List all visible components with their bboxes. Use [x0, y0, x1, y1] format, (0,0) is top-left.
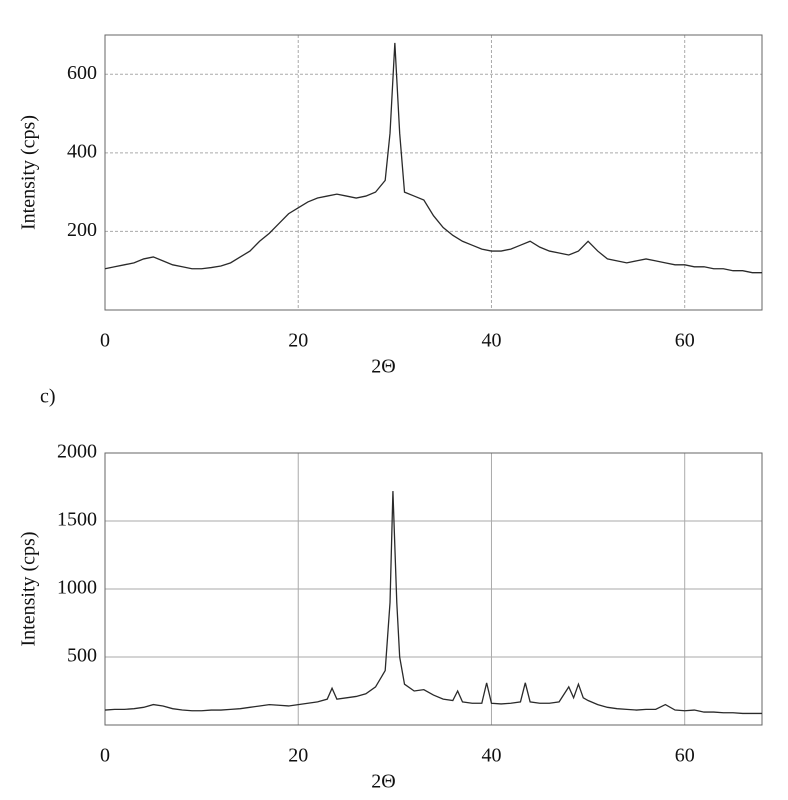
y-tick-label: 200: [67, 219, 97, 241]
x-tick-label: 20: [288, 330, 308, 352]
y-axis-label: Intensity (cps): [18, 532, 40, 647]
panel-label: c): [40, 386, 56, 408]
x-tick-label: 40: [481, 330, 501, 352]
y-tick-label: 500: [67, 645, 97, 667]
data-line: [104, 42, 762, 274]
x-axis-label: 2Θ: [371, 356, 395, 378]
y-tick-label: 1000: [57, 577, 97, 599]
x-tick-label: 60: [675, 745, 695, 767]
x-tick-label: 40: [481, 745, 501, 767]
plot-frame: [104, 452, 763, 726]
x-tick-label: 0: [100, 330, 110, 352]
y-tick-label: 600: [67, 62, 97, 84]
y-tick-label: 400: [67, 140, 97, 162]
y-tick-label: 1500: [57, 509, 97, 531]
x-tick-label: 60: [675, 330, 695, 352]
data-line: [104, 491, 762, 715]
x-tick-label: 20: [288, 745, 308, 767]
x-tick-label: 0: [100, 745, 110, 767]
plot-frame: [104, 34, 763, 311]
y-tick-label: 2000: [57, 441, 97, 463]
x-axis-label: 2Θ: [371, 771, 395, 793]
y-axis-label: Intensity (cps): [18, 115, 40, 230]
